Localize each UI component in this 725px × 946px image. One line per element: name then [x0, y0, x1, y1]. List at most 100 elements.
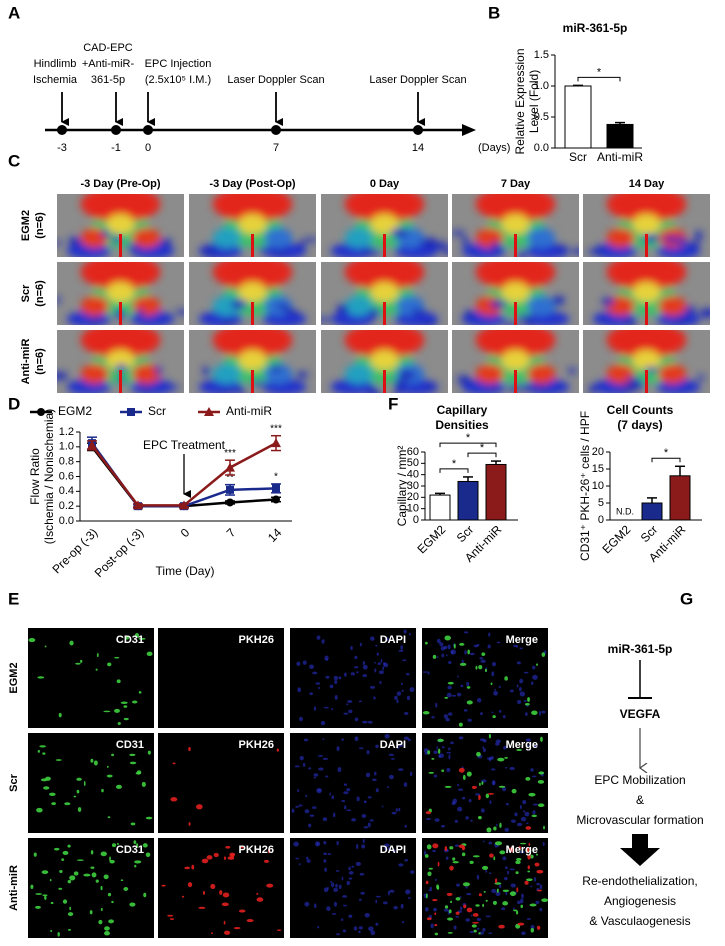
cell: [536, 869, 544, 874]
speckle: [298, 241, 306, 249]
cell: [488, 841, 493, 845]
blob: [658, 296, 687, 316]
cell: [403, 736, 410, 740]
cell: [394, 695, 398, 700]
cell: [543, 825, 545, 830]
cell: [306, 859, 311, 863]
cell: [73, 871, 79, 876]
cell: [498, 685, 501, 689]
row-label: EGM2: [20, 210, 32, 241]
cell: [532, 674, 538, 680]
cell: [530, 768, 534, 772]
cell: [308, 823, 312, 828]
cell: [49, 878, 52, 882]
cell: [115, 784, 122, 789]
marker: [226, 498, 234, 507]
y-axis-label: Relative Expression: [513, 48, 527, 154]
speckle: [464, 309, 475, 318]
cell: [478, 932, 481, 935]
cell: [334, 680, 338, 684]
cell: [334, 695, 338, 700]
panel-label: D: [8, 394, 20, 413]
speckle: [251, 381, 266, 386]
cell: [322, 757, 328, 760]
cell: [447, 932, 453, 934]
cell: [201, 858, 209, 864]
cell: [398, 863, 404, 867]
cell: [493, 856, 496, 861]
cell: [83, 781, 86, 786]
cell: [312, 671, 318, 675]
cell: [295, 805, 299, 808]
cell: [501, 907, 506, 911]
cell: [504, 756, 509, 759]
cell: [502, 786, 507, 792]
cell: [448, 747, 451, 751]
marker: [179, 500, 189, 510]
cell: [373, 696, 376, 700]
cell: [41, 870, 49, 875]
cell: [466, 686, 471, 689]
y-tick-label: 0: [598, 514, 604, 526]
significance-bracket: [651, 457, 681, 463]
cell: [348, 709, 353, 714]
y-tick-label: 50: [407, 457, 419, 469]
cell: [316, 842, 319, 846]
cell: [392, 849, 396, 853]
significance-label: *: [480, 442, 485, 454]
channel-label: DAPI: [380, 739, 406, 751]
cell: [336, 933, 341, 936]
cell: [67, 879, 72, 884]
cell: [444, 635, 451, 641]
column-header: -3 Day (Pre-Op): [80, 178, 160, 190]
cell: [338, 884, 342, 890]
event-label: Laser Doppler Scan: [227, 74, 324, 86]
blob: [344, 364, 373, 384]
cell: [481, 652, 486, 657]
cell: [354, 655, 358, 660]
cell: [513, 909, 518, 912]
cell: [196, 804, 203, 810]
y-tick-label: 0.0: [59, 515, 74, 527]
cell: [519, 647, 523, 650]
cell: [50, 901, 54, 905]
cell: [350, 645, 353, 651]
cell: [400, 903, 404, 909]
significance-label: *: [664, 447, 669, 459]
cell: [482, 748, 486, 753]
tail: [383, 234, 386, 257]
cell: [390, 758, 395, 760]
cell: [492, 662, 496, 667]
channel-label: Merge: [506, 844, 538, 856]
cell: [354, 666, 359, 669]
channel-label: CD31: [116, 634, 144, 646]
significance-label: **: [226, 472, 234, 483]
cell: [516, 900, 521, 905]
cell: [384, 734, 390, 739]
day-label: 0: [145, 142, 151, 154]
speckle: [115, 364, 128, 372]
doppler-image: [189, 330, 316, 393]
speckle: [452, 230, 467, 236]
speckle: [697, 374, 705, 381]
cell: [324, 655, 329, 661]
cell: [490, 756, 494, 760]
cell: [364, 800, 366, 803]
cell: [346, 880, 351, 886]
cell: [531, 710, 538, 715]
cell: [436, 746, 439, 750]
speckle: [362, 249, 369, 257]
bar: [606, 123, 634, 149]
cell: [410, 870, 415, 874]
cell: [469, 930, 474, 934]
cell: [489, 800, 492, 805]
cell: [477, 927, 480, 930]
cell: [61, 858, 65, 862]
cell: [434, 818, 440, 822]
speckle: [624, 318, 636, 325]
perfusion: [321, 262, 439, 325]
cell: [409, 687, 415, 693]
cell: [452, 861, 459, 864]
cell: [108, 919, 114, 924]
doppler-image: [452, 262, 579, 325]
